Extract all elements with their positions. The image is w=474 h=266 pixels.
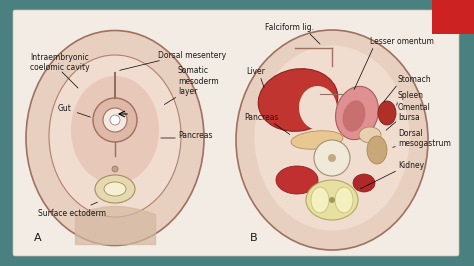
Ellipse shape [306,180,358,220]
Text: A: A [34,233,42,243]
Text: B: B [250,233,258,243]
Text: Dorsal
mesogastrum: Dorsal mesogastrum [398,128,451,148]
Ellipse shape [255,45,410,231]
Ellipse shape [26,31,204,246]
Ellipse shape [104,182,126,196]
Bar [432,0,474,34]
Text: Liver: Liver [246,67,265,76]
Circle shape [328,154,336,162]
Circle shape [112,166,118,172]
Ellipse shape [343,100,365,132]
Ellipse shape [311,187,329,213]
Text: Lesser omentum: Lesser omentum [370,37,434,46]
Text: Spleen: Spleen [398,91,424,100]
Text: Omental
bursa: Omental bursa [398,103,431,122]
Text: Gut: Gut [58,104,91,117]
FancyBboxPatch shape [13,10,459,256]
Text: Intraembryonic
coelomic cavity: Intraembryonic coelomic cavity [30,53,90,72]
Circle shape [329,197,335,203]
Text: Falciform lig.: Falciform lig. [265,23,315,32]
Ellipse shape [71,76,159,184]
Circle shape [93,98,137,142]
Ellipse shape [378,101,396,125]
Circle shape [110,115,120,125]
Circle shape [103,108,127,132]
Ellipse shape [367,136,387,164]
Ellipse shape [258,69,338,131]
Ellipse shape [336,86,378,140]
Text: Dorsal mesentery: Dorsal mesentery [158,51,226,60]
Text: Somatic
mesoderm
layer: Somatic mesoderm layer [178,66,219,96]
Text: Kidney: Kidney [398,161,424,170]
Ellipse shape [353,174,375,192]
Text: Pancreas: Pancreas [244,113,279,122]
Ellipse shape [335,187,353,213]
Ellipse shape [49,55,181,217]
Ellipse shape [299,86,337,130]
Circle shape [314,140,350,176]
Text: Pancreas: Pancreas [178,131,212,140]
Ellipse shape [236,30,428,250]
Ellipse shape [291,131,343,149]
Ellipse shape [276,166,318,194]
Ellipse shape [95,175,135,203]
Ellipse shape [359,127,381,143]
Text: Surface ectoderm: Surface ectoderm [38,202,106,218]
Text: Stomach: Stomach [398,75,432,84]
